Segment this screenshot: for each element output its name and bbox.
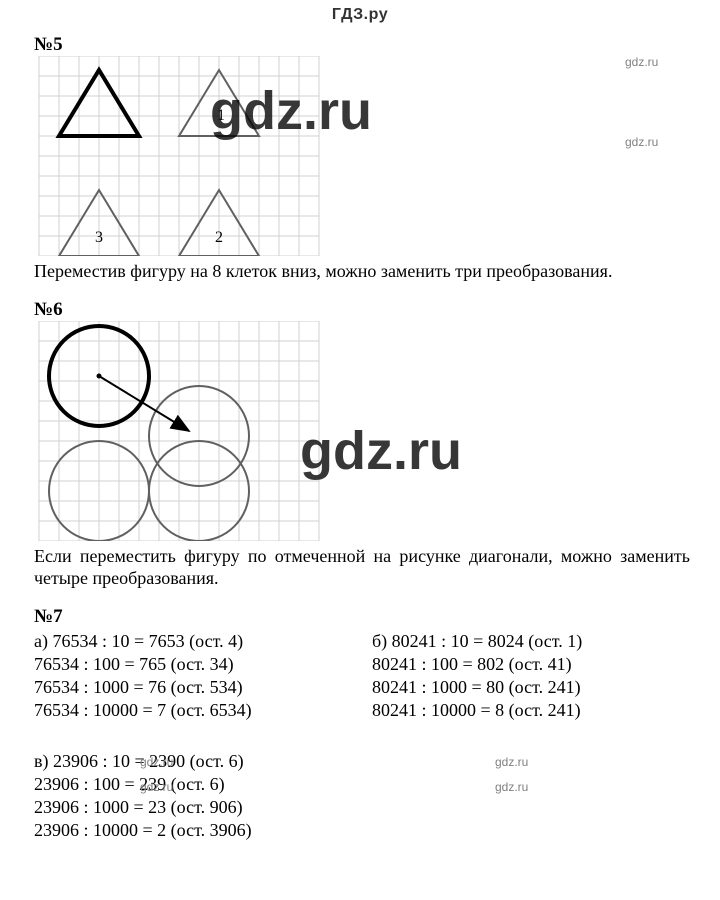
task6-text: Если переместить фигуру по отмеченной на… (34, 545, 690, 590)
task7-c-3: 23906 : 10000 = 2 (ост. 3906) (34, 819, 352, 842)
task7-a-0: а) 76534 : 10 = 7653 (ост. 4) (34, 630, 352, 653)
task7-row2: в) 23906 : 10 = 2390 (ост. 6) 23906 : 10… (34, 750, 690, 842)
triangle-2-label: 2 (215, 229, 223, 246)
triangle-1-label: 1 (217, 107, 225, 124)
task7-col-b: б) 80241 : 10 = 8024 (ост. 1) 80241 : 10… (372, 630, 690, 722)
page-header: ГДЗ.ру (0, 0, 720, 28)
task6-number: №6 (34, 299, 690, 321)
task6-figure (34, 321, 690, 541)
task7-c-2: 23906 : 1000 = 23 (ост. 906) (34, 796, 352, 819)
task7-col-empty (372, 750, 690, 842)
triangle-3-label: 3 (95, 229, 103, 246)
task7-b-1: 80241 : 100 = 802 (ост. 41) (372, 653, 690, 676)
content-area: №5 1 3 2 Переместив фигуру на 8 клеток в… (0, 34, 720, 842)
task7-b-0: б) 80241 : 10 = 8024 (ост. 1) (372, 630, 690, 653)
task5-svg: 1 3 2 (34, 56, 324, 256)
task7-a-2: 76534 : 1000 = 76 (ост. 534) (34, 676, 352, 699)
task7-col-a: а) 76534 : 10 = 7653 (ост. 4) 76534 : 10… (34, 630, 352, 722)
task7-c-0: в) 23906 : 10 = 2390 (ост. 6) (34, 750, 352, 773)
task5-number: №5 (34, 34, 690, 56)
task5-figure: 1 3 2 (34, 56, 690, 256)
task7-a-3: 76534 : 10000 = 7 (ост. 6534) (34, 699, 352, 722)
task7-a-1: 76534 : 100 = 765 (ост. 34) (34, 653, 352, 676)
task7-col-c: в) 23906 : 10 = 2390 (ост. 6) 23906 : 10… (34, 750, 352, 842)
task5-text: Переместив фигуру на 8 клеток вниз, можн… (34, 260, 690, 283)
task7-row1: а) 76534 : 10 = 7653 (ост. 4) 76534 : 10… (34, 630, 690, 722)
arrow-origin-dot (97, 373, 102, 378)
task7-c-1: 23906 : 100 = 239 (ост. 6) (34, 773, 352, 796)
task7-number: №7 (34, 606, 690, 628)
task7-b-2: 80241 : 1000 = 80 (ост. 241) (372, 676, 690, 699)
task6-svg (34, 321, 324, 541)
task7-b-3: 80241 : 10000 = 8 (ост. 241) (372, 699, 690, 722)
